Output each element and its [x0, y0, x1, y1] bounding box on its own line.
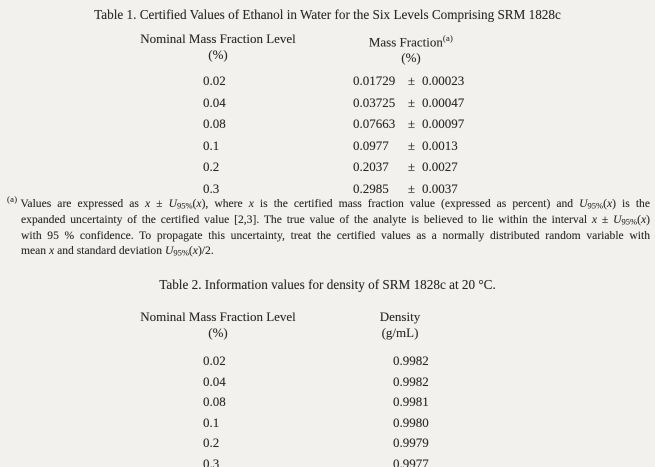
nominal-level-cell: 0.2	[203, 435, 220, 450]
table2-header-density: Density (g/mL)	[330, 309, 470, 340]
table2-header-nominal-mass-fraction: Nominal Mass Fraction Level (%)	[78, 309, 358, 340]
table2-caption: Table 2. Information values for density …	[159, 277, 496, 292]
nominal-level-cell: 0.04	[203, 373, 226, 389]
table1-body: 0.02 0.01729 ± 0.00023 0.04 0.03725 ± 0.…	[0, 70, 655, 199]
plus-minus-sign: ±	[407, 94, 416, 110]
mass-fraction-value-cell: 0.0977	[353, 137, 389, 153]
nominal-level-cell: 0.2	[203, 159, 220, 174]
header-unit: (%)	[208, 46, 228, 62]
table-row: 0.08 0.9981	[0, 392, 655, 413]
table1-caption: Table 1. Certified Values of Ethanol in …	[94, 7, 561, 22]
header-label: Mass Fraction(a)	[341, 31, 481, 50]
density-value-cell: 0.9981	[393, 394, 429, 409]
uncertainty-cell: 0.00097	[422, 116, 465, 131]
header-unit: (g/mL)	[381, 324, 419, 340]
plus-minus-sign: ±	[407, 180, 416, 196]
nominal-level-cell: 0.1	[203, 137, 220, 153]
density-value-cell: 0.9982	[393, 373, 429, 389]
table-row: 0.2 0.2037 ± 0.0027	[0, 156, 655, 178]
header-label: Nominal Mass Fraction Level	[140, 31, 296, 46]
density-value-cell: 0.9982	[393, 353, 429, 368]
table-row: 0.02 0.9982	[0, 351, 655, 372]
footnote-line: mean x and standard deviation U95%(x)/2.	[21, 243, 214, 258]
mass-fraction-value-cell: 0.01729	[353, 73, 396, 88]
mass-fraction-value-cell: 0.03725	[353, 94, 396, 110]
uncertainty-cell: 0.0027	[422, 159, 458, 174]
table1-header-nominal-mass-fraction: Nominal Mass Fraction Level (%)	[78, 31, 358, 62]
plus-minus-sign: ±	[407, 137, 416, 153]
table-row: 0.02 0.01729 ± 0.00023	[0, 70, 655, 92]
density-value-cell: 0.9980	[393, 414, 429, 430]
uncertainty-cell: 0.0037	[422, 180, 458, 196]
table-row: 0.1 0.0977 ± 0.0013	[0, 135, 655, 157]
nominal-level-cell: 0.02	[203, 353, 226, 368]
table-row: 0.3 0.2985 ± 0.0037	[0, 178, 655, 200]
footnote-line: with 95 % confidence. To propagate this …	[21, 229, 650, 243]
footnote-ref-superscript: (a)	[442, 33, 454, 43]
plus-minus-sign: ±	[407, 116, 416, 131]
table-row: 0.3 0.9977	[0, 454, 655, 467]
nominal-level-cell: 0.3	[203, 180, 220, 196]
footnote-line: (a) Values are expressed as x ± U95%(x), …	[7, 192, 650, 213]
plus-minus-sign: ±	[407, 159, 416, 174]
header-unit: (%)	[341, 50, 481, 66]
header-label: Density	[379, 309, 421, 324]
table2-body: 0.02 0.9982 0.04 0.9982 0.08 0.9981 0.1 …	[0, 351, 655, 467]
nominal-level-cell: 0.02	[203, 73, 226, 88]
uncertainty-cell: 0.00023	[422, 73, 465, 88]
nominal-level-cell: 0.08	[203, 394, 226, 409]
uncertainty-cell: 0.0013	[422, 137, 458, 153]
density-value-cell: 0.9979	[393, 435, 429, 450]
header-unit-text: (%)	[401, 49, 421, 65]
mass-fraction-value-cell: 0.2985	[353, 180, 389, 196]
nominal-level-cell: 0.08	[203, 116, 226, 131]
table-row: 0.04 0.03725 ± 0.00047	[0, 92, 655, 114]
table-row: 0.2 0.9979	[0, 433, 655, 454]
table1-footnote: (a) Values are expressed as x ± U95%(x), …	[7, 192, 650, 260]
plus-minus-sign: ±	[407, 73, 416, 88]
nominal-level-cell: 0.04	[203, 94, 226, 110]
table-row: 0.04 0.9982	[0, 372, 655, 393]
nominal-level-cell: 0.1	[203, 414, 220, 430]
table-row: 0.08 0.07663 ± 0.00097	[0, 113, 655, 135]
footnote-marker: (a)	[7, 194, 18, 204]
mass-fraction-value-cell: 0.2037	[353, 159, 389, 174]
table1-header-mass-fraction: Mass Fraction(a) (%)	[341, 31, 481, 65]
footnote-text: Values are expressed as x ± U95%(x), whe…	[20, 196, 650, 211]
header-text: Mass Fraction	[368, 34, 443, 50]
uncertainty-cell: 0.00047	[422, 94, 465, 110]
footnote-line: expanded uncertainty of the certified va…	[21, 212, 650, 227]
header-unit: (%)	[208, 324, 228, 340]
header-label: Nominal Mass Fraction Level	[140, 309, 296, 324]
density-value-cell: 0.9977	[393, 455, 429, 467]
nominal-level-cell: 0.3	[203, 455, 220, 467]
table-row: 0.1 0.9980	[0, 413, 655, 434]
mass-fraction-value-cell: 0.07663	[353, 116, 396, 131]
